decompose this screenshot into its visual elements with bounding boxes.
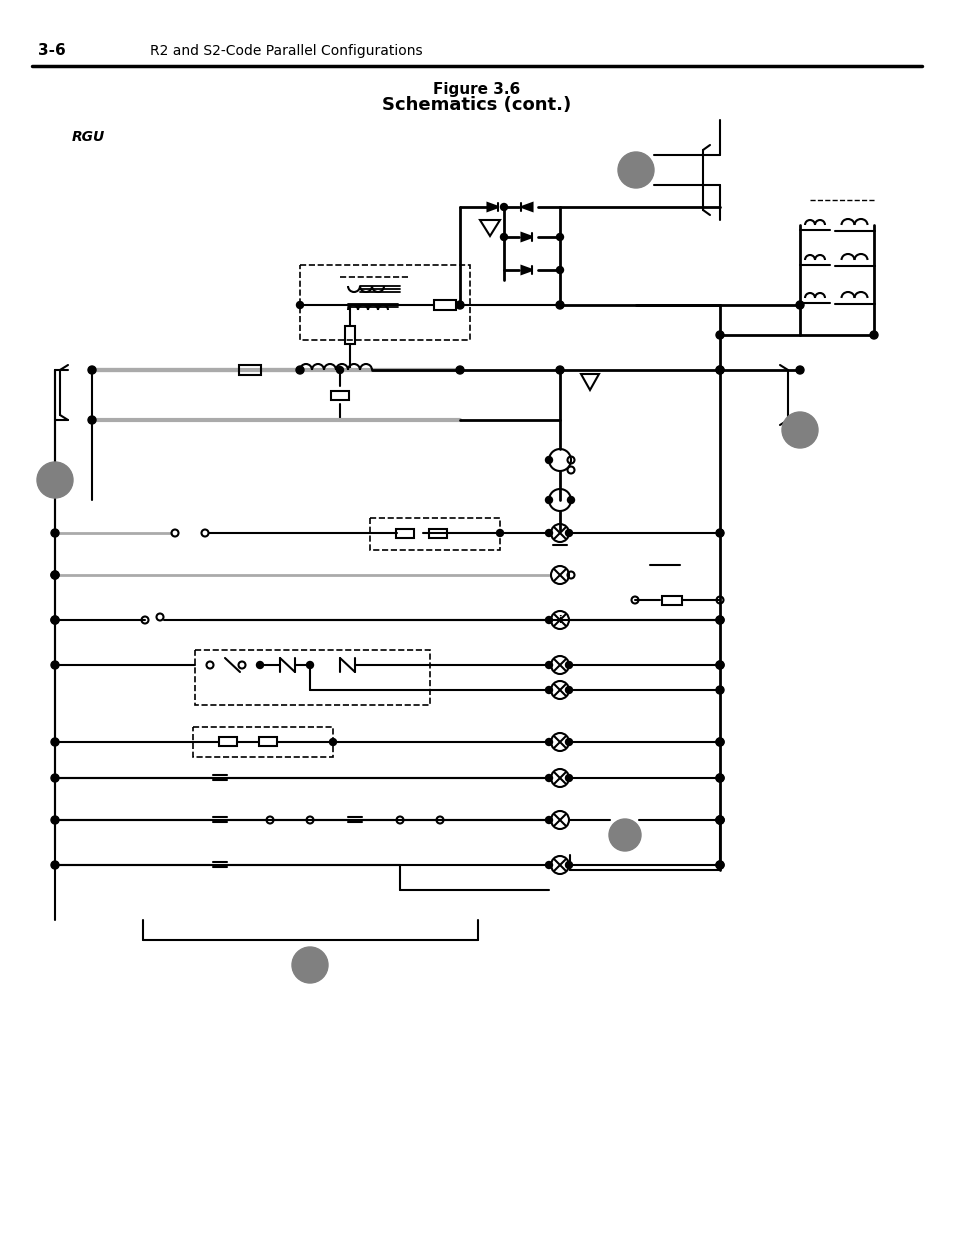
Circle shape — [51, 571, 59, 579]
Circle shape — [556, 301, 563, 309]
Circle shape — [565, 862, 572, 868]
Circle shape — [716, 661, 723, 669]
Bar — [299, 266, 470, 340]
Polygon shape — [521, 266, 532, 274]
Circle shape — [716, 529, 723, 537]
Circle shape — [716, 861, 723, 869]
Circle shape — [545, 862, 552, 868]
Circle shape — [545, 816, 552, 824]
Circle shape — [716, 661, 723, 669]
Circle shape — [295, 366, 304, 374]
Circle shape — [456, 301, 463, 309]
Circle shape — [795, 301, 803, 309]
Circle shape — [565, 687, 572, 694]
Circle shape — [545, 496, 552, 504]
Circle shape — [51, 571, 59, 579]
Circle shape — [51, 739, 59, 746]
Bar — [219, 737, 236, 746]
Circle shape — [88, 416, 96, 424]
Circle shape — [716, 816, 723, 824]
Circle shape — [716, 685, 723, 694]
Circle shape — [88, 366, 96, 374]
Circle shape — [37, 462, 73, 498]
Circle shape — [51, 661, 59, 669]
Circle shape — [256, 662, 263, 668]
Text: Figure 3.6: Figure 3.6 — [433, 82, 520, 98]
Circle shape — [545, 774, 552, 782]
Bar — [193, 727, 333, 757]
Circle shape — [565, 530, 572, 536]
Bar — [395, 529, 414, 537]
Circle shape — [716, 774, 723, 782]
Circle shape — [51, 529, 59, 537]
Circle shape — [869, 331, 877, 338]
Circle shape — [565, 774, 572, 782]
Circle shape — [500, 233, 507, 241]
Circle shape — [716, 616, 723, 624]
Circle shape — [556, 233, 563, 241]
Text: R2 and S2-Code Parallel Configurations: R2 and S2-Code Parallel Configurations — [150, 44, 422, 58]
Circle shape — [608, 819, 640, 851]
Circle shape — [716, 530, 722, 536]
Bar — [661, 595, 681, 604]
Bar — [258, 737, 276, 746]
Circle shape — [456, 366, 463, 374]
Bar — [239, 366, 261, 375]
Circle shape — [716, 616, 723, 624]
Circle shape — [716, 331, 723, 338]
Polygon shape — [521, 203, 532, 211]
Circle shape — [51, 616, 59, 624]
Circle shape — [496, 530, 503, 536]
Circle shape — [545, 530, 552, 536]
Circle shape — [306, 662, 314, 668]
Circle shape — [556, 267, 563, 273]
Circle shape — [51, 774, 59, 782]
Text: i: i — [558, 615, 561, 625]
Circle shape — [781, 412, 817, 448]
Bar — [370, 517, 499, 550]
Circle shape — [292, 947, 328, 983]
Text: Schematics (cont.): Schematics (cont.) — [382, 96, 571, 114]
Circle shape — [296, 301, 303, 309]
Circle shape — [716, 861, 723, 869]
Polygon shape — [521, 233, 532, 241]
Bar — [194, 650, 430, 705]
Circle shape — [565, 739, 572, 746]
Circle shape — [545, 662, 552, 668]
Text: RGU: RGU — [71, 130, 105, 144]
Circle shape — [716, 816, 723, 824]
Circle shape — [545, 457, 552, 463]
Circle shape — [500, 204, 507, 210]
Circle shape — [51, 616, 59, 624]
Circle shape — [51, 861, 59, 869]
Bar — [331, 390, 349, 399]
Circle shape — [51, 816, 59, 824]
Circle shape — [329, 739, 336, 746]
Bar — [434, 300, 456, 310]
Circle shape — [716, 816, 723, 824]
Circle shape — [545, 616, 552, 624]
Circle shape — [716, 366, 723, 374]
Circle shape — [716, 739, 723, 746]
Circle shape — [556, 366, 563, 374]
Circle shape — [795, 366, 803, 374]
Circle shape — [545, 687, 552, 694]
Circle shape — [716, 366, 723, 374]
Circle shape — [545, 739, 552, 746]
Polygon shape — [487, 203, 498, 211]
Circle shape — [567, 496, 574, 504]
Circle shape — [565, 662, 572, 668]
Bar — [429, 529, 447, 537]
Circle shape — [618, 152, 654, 188]
Circle shape — [716, 774, 723, 782]
Bar — [345, 326, 355, 345]
Circle shape — [716, 739, 723, 746]
Circle shape — [336, 367, 343, 373]
Text: 3-6: 3-6 — [38, 43, 66, 58]
